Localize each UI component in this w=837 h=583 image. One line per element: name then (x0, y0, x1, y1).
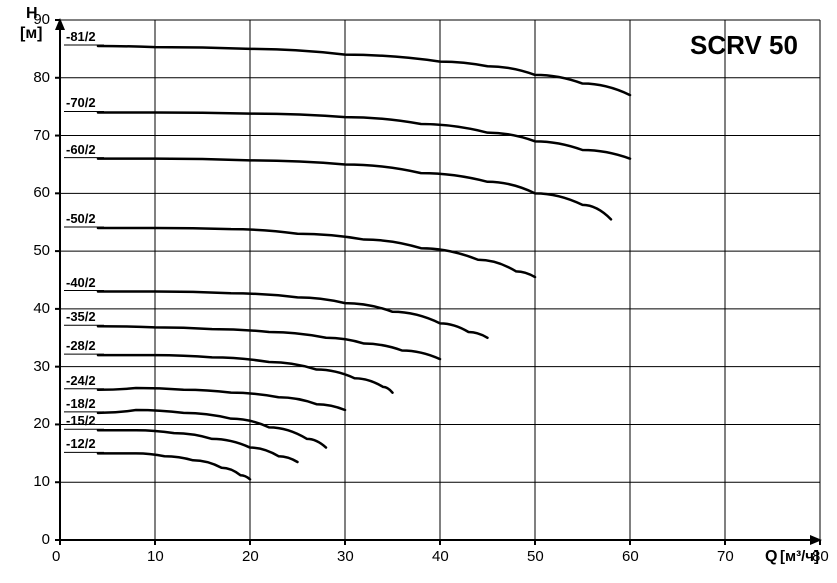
y-tick-label: 80 (33, 69, 50, 86)
series-label: -35/2 (66, 309, 96, 324)
x-tick-label: 70 (717, 548, 734, 565)
x-axis-label-q: Q (765, 548, 777, 566)
pump-curve (98, 228, 535, 277)
y-tick-label: 50 (33, 242, 50, 259)
series-label: -12/2 (66, 436, 96, 451)
x-tick-label: 30 (337, 548, 354, 565)
series-label: -40/2 (66, 275, 96, 290)
pump-curve-chart: SCRV 50 H [м] Q [м³/ч] 01020304050607080… (0, 0, 837, 583)
x-tick-label: 10 (147, 548, 164, 565)
x-tick-label: 50 (527, 548, 544, 565)
pump-curve (98, 453, 250, 479)
series-label: -50/2 (66, 211, 96, 226)
pump-curve (98, 46, 630, 95)
x-tick-label: 60 (622, 548, 639, 565)
chart-title: SCRV 50 (690, 30, 798, 61)
series-label: -70/2 (66, 95, 96, 110)
series-label: -18/2 (66, 396, 96, 411)
series-label: -60/2 (66, 142, 96, 157)
y-tick-label: 70 (33, 127, 50, 144)
x-tick-label: 40 (432, 548, 449, 565)
y-tick-label: 90 (33, 11, 50, 28)
pump-curve (98, 410, 326, 448)
y-tick-label: 40 (33, 300, 50, 317)
pump-curve (98, 292, 488, 338)
y-tick-label: 60 (33, 184, 50, 201)
x-tick-label: 0 (52, 548, 60, 565)
y-tick-label: 30 (33, 358, 50, 375)
x-tick-label: 80 (812, 548, 829, 565)
series-label: -15/2 (66, 413, 96, 428)
pump-curve (98, 388, 345, 410)
y-tick-label: 0 (42, 531, 50, 548)
y-tick-label: 20 (33, 415, 50, 432)
series-label: -24/2 (66, 373, 96, 388)
pump-curve (98, 430, 298, 462)
x-tick-label: 20 (242, 548, 259, 565)
series-label: -28/2 (66, 338, 96, 353)
series-label: -81/2 (66, 29, 96, 44)
y-tick-label: 10 (33, 473, 50, 490)
pump-curve (98, 159, 611, 220)
chart-svg (0, 0, 837, 583)
